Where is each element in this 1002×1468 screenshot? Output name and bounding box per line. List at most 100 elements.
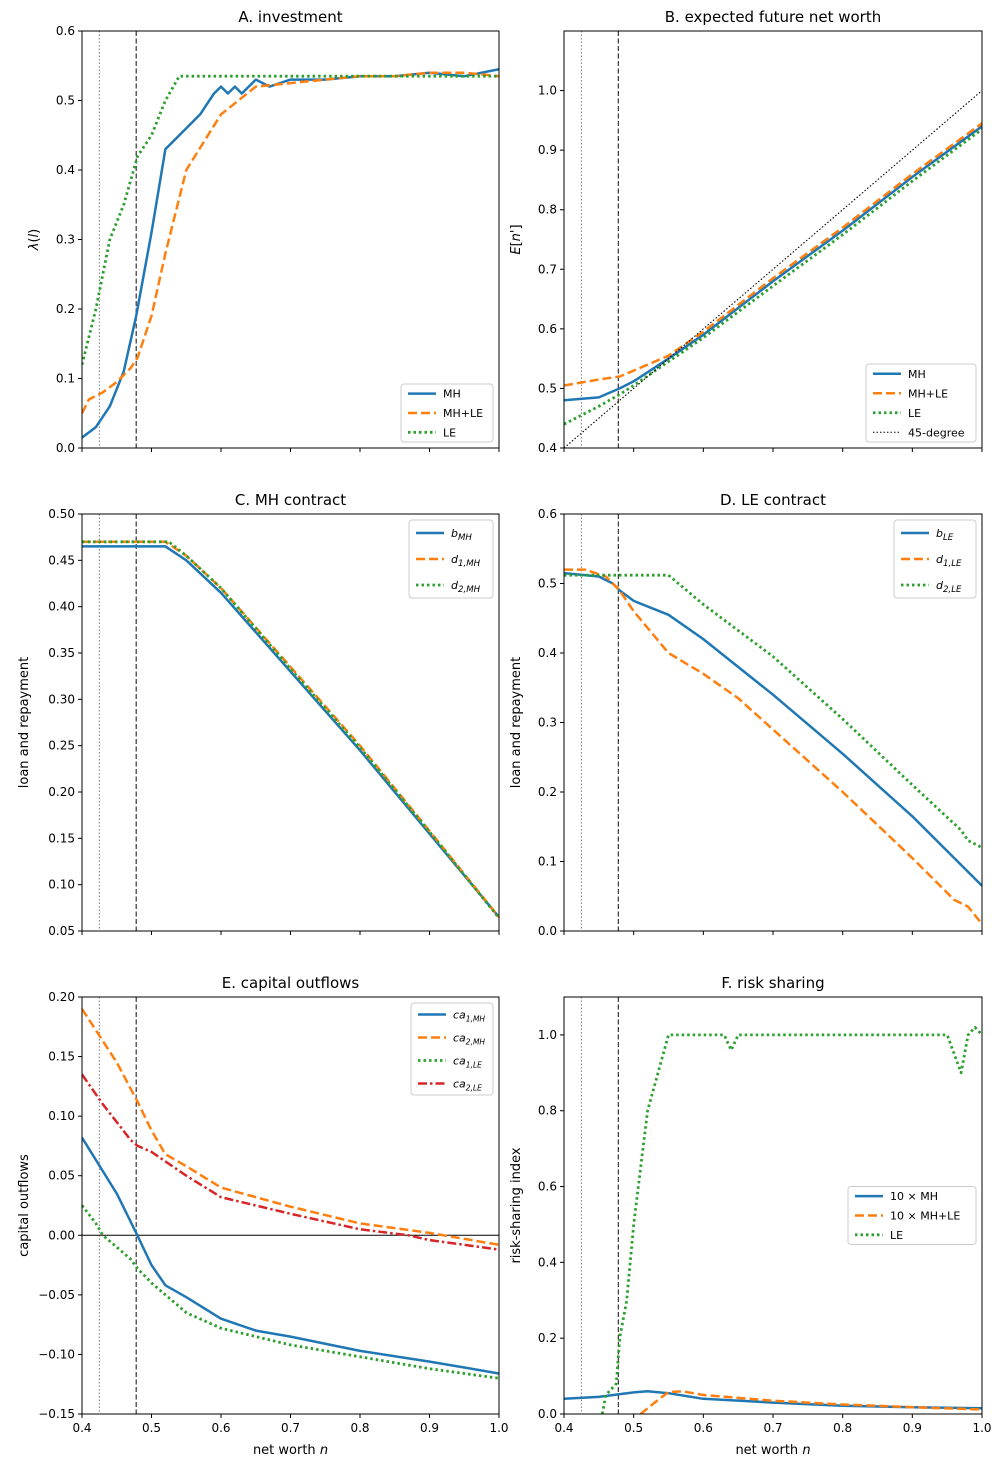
series-line-b-LE <box>564 571 982 887</box>
x-tick-label: 0.7 <box>281 1421 300 1435</box>
legend-label: MH+LE <box>908 387 948 400</box>
y-tick-label: 0.30 <box>48 692 75 706</box>
y-tick-label: 0.1 <box>56 372 75 386</box>
x-tick-label: 0.5 <box>142 1421 161 1435</box>
x-tick-label: 0.7 <box>763 1421 782 1435</box>
y-tick-label: 0.4 <box>56 163 75 177</box>
y-axis-label: risk-sharing index <box>509 1147 524 1263</box>
panel-A: A. investment 0.0 0.1 0.2 0.3 0.4 0.5 0.6 λ(l) MH… <box>27 8 500 455</box>
legend-frame <box>865 363 977 443</box>
y-tick-label: 0.4 <box>538 441 557 455</box>
legend-label: LE <box>890 1229 903 1242</box>
legend-frame <box>408 519 494 599</box>
series-line-LE <box>600 1025 982 1414</box>
y-axis-label: loan and repayment <box>17 657 32 788</box>
x-tick-label: 0.8 <box>350 1421 369 1435</box>
series-line-45-degree <box>564 90 982 448</box>
legend-frame <box>410 1002 494 1096</box>
legend: bMH d1,MH d2,MH <box>408 519 494 599</box>
y-tick-label: 0.6 <box>538 1180 557 1194</box>
chart-title: F. risk sharing <box>721 974 824 992</box>
series-line-LE <box>564 128 982 426</box>
legend-label: LE <box>908 407 921 420</box>
y-tick-label: −0.05 <box>38 1288 75 1302</box>
series-line-MH-LE <box>82 71 499 414</box>
chart-title: D. LE contract <box>720 491 826 509</box>
y-tick-label: 1.0 <box>538 1028 557 1042</box>
legend-label: bLE <box>936 527 954 543</box>
y-tick-label: 0.3 <box>56 233 75 247</box>
legend-label: MH <box>908 368 926 381</box>
y-tick-label: 0.0 <box>538 1407 557 1421</box>
y-tick-label: 0.2 <box>538 1331 557 1345</box>
y-tick-label: 0.10 <box>48 878 75 892</box>
panel-D: D. LE contract 0.0 0.1 0.2 0.3 0.4 0.5 0.6 loan … <box>509 491 983 938</box>
legend-label: LE <box>443 426 456 439</box>
series-line-ca-2-MH <box>82 1008 499 1247</box>
chart-title: C. MH contract <box>235 491 346 509</box>
y-tick-label: 0.8 <box>538 203 557 217</box>
y-tick-label: −0.10 <box>38 1347 75 1361</box>
y-tick-label: 0.20 <box>48 990 75 1004</box>
y-tick-label: 0.0 <box>538 924 557 938</box>
legend-label: ca2,MH <box>453 1032 485 1047</box>
y-tick-label: 0.6 <box>538 322 557 336</box>
y-tick-label: 0.4 <box>538 646 557 660</box>
x-tick-label: 0.8 <box>833 1421 852 1435</box>
y-tick-label: 0.9 <box>538 143 557 157</box>
y-tick-label: 0.45 <box>48 553 75 567</box>
y-tick-label: 0.2 <box>56 302 75 316</box>
y-axis-label: loan and repayment <box>509 657 524 788</box>
legend-label: ca1,LE <box>453 1055 482 1070</box>
y-tick-label: 0.15 <box>48 831 75 845</box>
y-tick-label: 0.10 <box>48 1109 75 1123</box>
series-line-MH <box>564 125 982 402</box>
x-tick-label: 0.4 <box>554 1421 573 1435</box>
y-tick-label: 0.00 <box>48 1228 75 1242</box>
x-axis-label: net worth n <box>735 1443 810 1458</box>
series-line-d-2-LE <box>564 573 982 849</box>
series-line-10-MH <box>564 1390 982 1410</box>
legend-frame <box>847 1186 977 1245</box>
y-tick-label: 0.5 <box>538 577 557 591</box>
series-line-ca-1-MH <box>82 1136 499 1375</box>
y-axis-label: E[n'] <box>509 224 524 254</box>
legend-frame <box>893 519 977 599</box>
legend-label: d2,MH <box>451 579 481 595</box>
series-line-ca-2-LE <box>82 1073 499 1251</box>
legend-label: ca2,LE <box>453 1078 482 1093</box>
series-line-b-MH <box>82 545 499 918</box>
y-tick-label: −0.15 <box>38 1407 75 1421</box>
x-tick-label: 1.0 <box>972 1421 991 1435</box>
legend-frame <box>400 383 494 443</box>
y-tick-label: 0.0 <box>56 441 75 455</box>
legend-label: ca1,MH <box>453 1009 485 1024</box>
y-tick-label: 0.2 <box>538 785 557 799</box>
y-tick-label: 0.5 <box>56 94 75 108</box>
legend-label: d2,LE <box>936 579 962 595</box>
chart-title: E. capital outflows <box>222 974 360 992</box>
legend-label: 10 × MH <box>890 1190 938 1203</box>
x-tick-label: 0.5 <box>624 1421 643 1435</box>
series-line-MH-LE <box>564 122 982 387</box>
chart-title: A. investment <box>238 8 342 26</box>
y-tick-label: 0.8 <box>538 1104 557 1118</box>
panel-C: C. MH contract 0.05 0.10 0.15 0.20 0.25 0.30 0.… <box>17 491 500 938</box>
series-line-LE <box>82 74 499 365</box>
y-tick-label: 0.20 <box>48 785 75 799</box>
panel-E: E. capital outflows 0.4 0.5 0.6 0.7 0.8 0.9 1.0… <box>17 974 509 1458</box>
x-tick-label: 1.0 <box>489 1421 508 1435</box>
y-tick-label: 0.35 <box>48 646 75 660</box>
legend-label: MH <box>443 388 461 401</box>
x-tick-label: 0.9 <box>903 1421 922 1435</box>
x-axis-label: net worth n <box>253 1443 328 1458</box>
panel-F: F. risk sharing 0.4 0.5 0.6 0.7 0.8 0.9 1.0 0.0 0… <box>509 974 992 1458</box>
legend-label: d1,LE <box>936 553 962 569</box>
y-tick-label: 0.5 <box>538 381 557 395</box>
y-tick-label: 0.05 <box>48 1169 75 1183</box>
legend: 10 × MH 10 × MH+LE LE <box>847 1186 977 1245</box>
y-tick-label: 0.6 <box>56 24 75 38</box>
x-tick-label: 0.6 <box>211 1421 230 1435</box>
y-tick-label: 0.1 <box>538 855 557 869</box>
